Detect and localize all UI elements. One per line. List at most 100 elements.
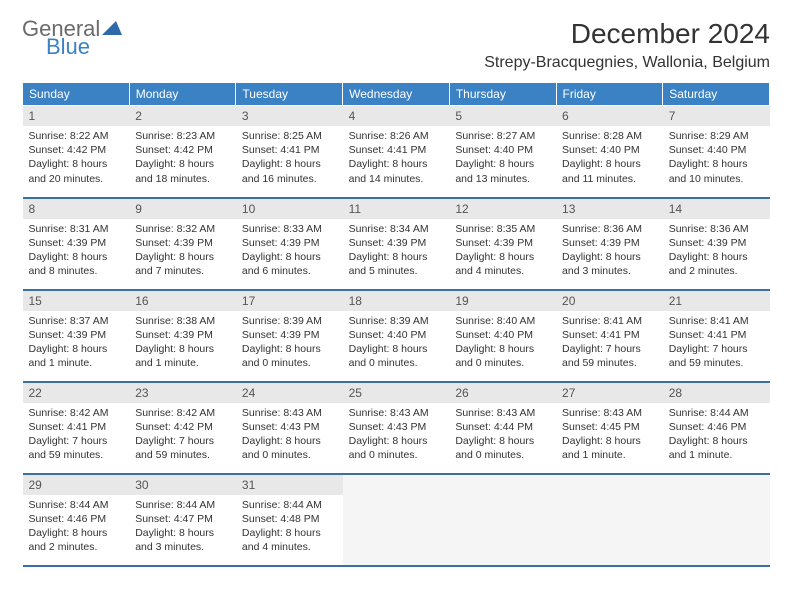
sunrise-text: Sunrise: 8:43 AM xyxy=(242,406,337,420)
day-number: 11 xyxy=(343,199,450,219)
daylight-text: Daylight: 8 hours and 5 minutes. xyxy=(349,250,444,278)
daylight-text: Daylight: 8 hours and 0 minutes. xyxy=(349,342,444,370)
daylight-text: Daylight: 8 hours and 3 minutes. xyxy=(562,250,657,278)
daylight-text: Daylight: 8 hours and 0 minutes. xyxy=(242,434,337,462)
day-details: Sunrise: 8:39 AMSunset: 4:40 PMDaylight:… xyxy=(343,311,450,377)
calendar-week-row: 1Sunrise: 8:22 AMSunset: 4:42 PMDaylight… xyxy=(23,106,770,198)
calendar-week-row: 15Sunrise: 8:37 AMSunset: 4:39 PMDayligh… xyxy=(23,290,770,382)
sunset-text: Sunset: 4:48 PM xyxy=(242,512,337,526)
day-details: Sunrise: 8:42 AMSunset: 4:42 PMDaylight:… xyxy=(129,403,236,469)
calendar-day-cell: 11Sunrise: 8:34 AMSunset: 4:39 PMDayligh… xyxy=(343,198,450,290)
weekday-header: Monday xyxy=(129,83,236,106)
sunset-text: Sunset: 4:42 PM xyxy=(135,143,230,157)
day-number: 29 xyxy=(23,475,130,495)
sunrise-text: Sunrise: 8:28 AM xyxy=(562,129,657,143)
day-number: 9 xyxy=(129,199,236,219)
sunset-text: Sunset: 4:45 PM xyxy=(562,420,657,434)
day-number: 23 xyxy=(129,383,236,403)
weekday-header: Saturday xyxy=(663,83,770,106)
day-details: Sunrise: 8:23 AMSunset: 4:42 PMDaylight:… xyxy=(129,126,236,192)
day-number: 15 xyxy=(23,291,130,311)
sunset-text: Sunset: 4:43 PM xyxy=(349,420,444,434)
calendar-day-cell: 13Sunrise: 8:36 AMSunset: 4:39 PMDayligh… xyxy=(556,198,663,290)
daylight-text: Daylight: 8 hours and 1 minute. xyxy=(135,342,230,370)
day-number: 6 xyxy=(556,106,663,126)
daylight-text: Daylight: 8 hours and 1 minute. xyxy=(669,434,764,462)
sunrise-text: Sunrise: 8:44 AM xyxy=(29,498,124,512)
sunrise-text: Sunrise: 8:33 AM xyxy=(242,222,337,236)
sunrise-text: Sunrise: 8:44 AM xyxy=(242,498,337,512)
day-details: Sunrise: 8:22 AMSunset: 4:42 PMDaylight:… xyxy=(23,126,130,192)
sunset-text: Sunset: 4:39 PM xyxy=(135,236,230,250)
weekday-header: Thursday xyxy=(449,83,556,106)
daylight-text: Daylight: 8 hours and 4 minutes. xyxy=(455,250,550,278)
calendar-day-cell: 24Sunrise: 8:43 AMSunset: 4:43 PMDayligh… xyxy=(236,382,343,474)
daylight-text: Daylight: 8 hours and 2 minutes. xyxy=(669,250,764,278)
daylight-text: Daylight: 8 hours and 14 minutes. xyxy=(349,157,444,185)
calendar-day-cell: 7Sunrise: 8:29 AMSunset: 4:40 PMDaylight… xyxy=(663,106,770,198)
sunset-text: Sunset: 4:39 PM xyxy=(29,236,124,250)
calendar-week-row: 29Sunrise: 8:44 AMSunset: 4:46 PMDayligh… xyxy=(23,474,770,566)
daylight-text: Daylight: 7 hours and 59 minutes. xyxy=(29,434,124,462)
day-number: 16 xyxy=(129,291,236,311)
day-number: 4 xyxy=(343,106,450,126)
day-details: Sunrise: 8:35 AMSunset: 4:39 PMDaylight:… xyxy=(449,219,556,285)
calendar-day-cell: 1Sunrise: 8:22 AMSunset: 4:42 PMDaylight… xyxy=(23,106,130,198)
daylight-text: Daylight: 8 hours and 18 minutes. xyxy=(135,157,230,185)
calendar-day-cell: 31Sunrise: 8:44 AMSunset: 4:48 PMDayligh… xyxy=(236,474,343,566)
day-number: 14 xyxy=(663,199,770,219)
sunset-text: Sunset: 4:39 PM xyxy=(242,328,337,342)
sunrise-text: Sunrise: 8:41 AM xyxy=(562,314,657,328)
calendar-day-cell: 5Sunrise: 8:27 AMSunset: 4:40 PMDaylight… xyxy=(449,106,556,198)
calendar-day-cell: 15Sunrise: 8:37 AMSunset: 4:39 PMDayligh… xyxy=(23,290,130,382)
sunrise-text: Sunrise: 8:31 AM xyxy=(29,222,124,236)
sunrise-text: Sunrise: 8:22 AM xyxy=(29,129,124,143)
calendar-week-row: 8Sunrise: 8:31 AMSunset: 4:39 PMDaylight… xyxy=(23,198,770,290)
daylight-text: Daylight: 8 hours and 1 minute. xyxy=(29,342,124,370)
calendar-table: Sunday Monday Tuesday Wednesday Thursday… xyxy=(22,82,770,567)
sunset-text: Sunset: 4:40 PM xyxy=(455,328,550,342)
daylight-text: Daylight: 7 hours and 59 minutes. xyxy=(669,342,764,370)
calendar-day-cell: 21Sunrise: 8:41 AMSunset: 4:41 PMDayligh… xyxy=(663,290,770,382)
location-text: Strepy-Bracquegnies, Wallonia, Belgium xyxy=(484,54,770,72)
sunrise-text: Sunrise: 8:38 AM xyxy=(135,314,230,328)
sunset-text: Sunset: 4:40 PM xyxy=(669,143,764,157)
day-details: Sunrise: 8:26 AMSunset: 4:41 PMDaylight:… xyxy=(343,126,450,192)
day-number: 10 xyxy=(236,199,343,219)
sunset-text: Sunset: 4:42 PM xyxy=(29,143,124,157)
calendar-day-cell: 18Sunrise: 8:39 AMSunset: 4:40 PMDayligh… xyxy=(343,290,450,382)
day-details: Sunrise: 8:43 AMSunset: 4:45 PMDaylight:… xyxy=(556,403,663,469)
logo-text-blue: Blue xyxy=(46,36,90,58)
calendar-day-cell: 27Sunrise: 8:43 AMSunset: 4:45 PMDayligh… xyxy=(556,382,663,474)
sunset-text: Sunset: 4:41 PM xyxy=(562,328,657,342)
sunrise-text: Sunrise: 8:39 AM xyxy=(242,314,337,328)
sunrise-text: Sunrise: 8:43 AM xyxy=(349,406,444,420)
day-number: 2 xyxy=(129,106,236,126)
day-number: 26 xyxy=(449,383,556,403)
day-details: Sunrise: 8:40 AMSunset: 4:40 PMDaylight:… xyxy=(449,311,556,377)
weekday-header: Friday xyxy=(556,83,663,106)
day-number: 22 xyxy=(23,383,130,403)
calendar-day-cell xyxy=(663,474,770,566)
sunrise-text: Sunrise: 8:41 AM xyxy=(669,314,764,328)
day-details: Sunrise: 8:42 AMSunset: 4:41 PMDaylight:… xyxy=(23,403,130,469)
sunset-text: Sunset: 4:40 PM xyxy=(455,143,550,157)
day-number: 17 xyxy=(236,291,343,311)
sunset-text: Sunset: 4:39 PM xyxy=(29,328,124,342)
calendar-day-cell: 30Sunrise: 8:44 AMSunset: 4:47 PMDayligh… xyxy=(129,474,236,566)
calendar-day-cell: 14Sunrise: 8:36 AMSunset: 4:39 PMDayligh… xyxy=(663,198,770,290)
weekday-header: Tuesday xyxy=(236,83,343,106)
day-number: 24 xyxy=(236,383,343,403)
daylight-text: Daylight: 7 hours and 59 minutes. xyxy=(135,434,230,462)
sunrise-text: Sunrise: 8:35 AM xyxy=(455,222,550,236)
calendar-day-cell: 17Sunrise: 8:39 AMSunset: 4:39 PMDayligh… xyxy=(236,290,343,382)
day-number: 19 xyxy=(449,291,556,311)
page-header: General Blue December 2024 Strepy-Bracqu… xyxy=(22,18,770,72)
sunrise-text: Sunrise: 8:29 AM xyxy=(669,129,764,143)
title-block: December 2024 Strepy-Bracquegnies, Wallo… xyxy=(484,18,770,72)
calendar-day-cell: 12Sunrise: 8:35 AMSunset: 4:39 PMDayligh… xyxy=(449,198,556,290)
day-number: 31 xyxy=(236,475,343,495)
day-number: 12 xyxy=(449,199,556,219)
sunset-text: Sunset: 4:42 PM xyxy=(135,420,230,434)
sunset-text: Sunset: 4:39 PM xyxy=(562,236,657,250)
